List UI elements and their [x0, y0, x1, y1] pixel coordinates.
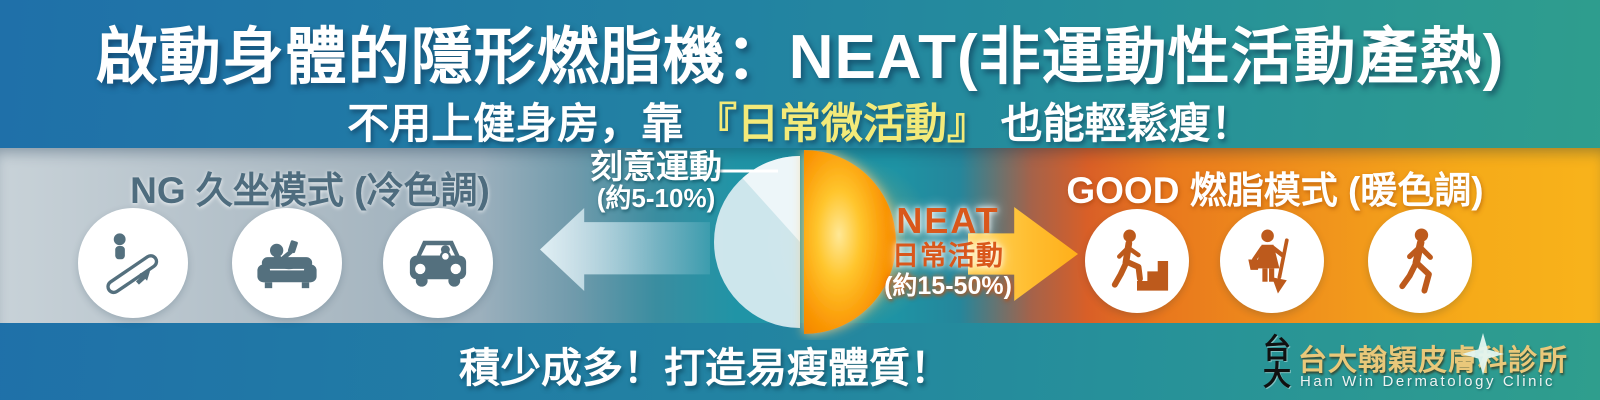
sparkle-icon	[1462, 333, 1504, 375]
clinic-name: 台大翰穎皮膚科診所	[1298, 345, 1569, 377]
exercise-label-text: 刻意運動	[590, 148, 722, 185]
page-title: 啟動身體的隱形燃脂機：NEAT(非運動性活動產熱)	[95, 23, 1505, 92]
subtitle-prefix: 不用上健身房，靠	[347, 100, 684, 147]
neat-label: NEAT 日常活動 (約15-50%)	[878, 200, 1018, 300]
sofa-phone-icon	[232, 208, 342, 318]
pie-exercise-slice	[742, 156, 800, 242]
escalator-icon	[78, 208, 188, 318]
neat-value: (約15-50%)	[884, 271, 1012, 300]
housework-cleaning-icon	[1220, 209, 1324, 313]
car-icon	[383, 208, 493, 318]
neat-pie-chart	[714, 150, 896, 334]
neat-sublabel: 日常活動	[892, 241, 1004, 272]
exercise-label: 刻意運動 (約5-10%)	[586, 148, 726, 213]
subtitle: 不用上健身房，靠 『日常微活動』 也能輕鬆瘦！	[0, 90, 1600, 151]
exercise-label-value: (約5-10%)	[596, 182, 716, 213]
seal-char-top: 台	[1262, 334, 1291, 365]
seal-char-bottom: 大	[1262, 360, 1291, 392]
warm-section-heading: GOOD 燃脂模式 (暖色調)	[1066, 170, 1484, 211]
neat-acronym: NEAT	[896, 200, 1000, 241]
clinic-name-en: Han Win Dermatology Clinic	[1300, 373, 1556, 390]
stair-climbing-icon	[1085, 209, 1189, 313]
pie-neat-slice	[804, 150, 896, 334]
clinic-seal: 台 大	[1260, 334, 1294, 392]
subtitle-highlight: 『日常微活動』	[695, 100, 989, 147]
tagline: 積少成多！打造易瘦體質！	[459, 345, 951, 391]
subtitle-suffix: 也能輕鬆瘦！	[1000, 100, 1253, 147]
walking-icon	[1368, 209, 1472, 313]
cold-section-heading: NG 久坐模式 (冷色調)	[130, 170, 490, 211]
